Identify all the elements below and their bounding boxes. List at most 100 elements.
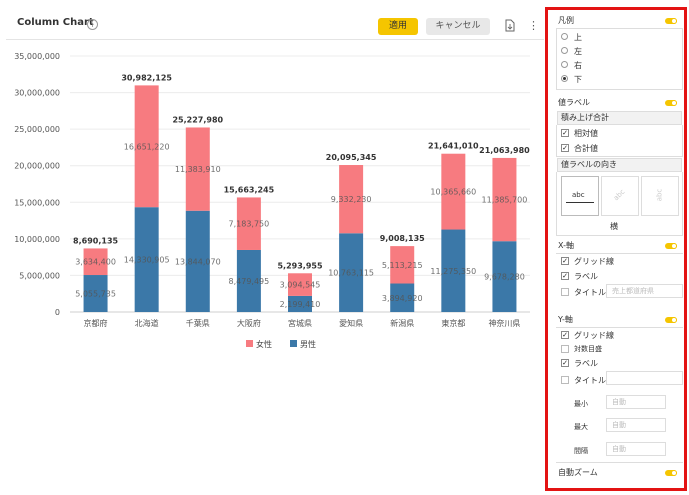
segment-value-label: 11,385,700 bbox=[482, 196, 528, 205]
radio-top-label: 上 bbox=[574, 33, 582, 42]
y-labels-label: ラベル bbox=[574, 359, 598, 368]
info-icon[interactable]: i bbox=[87, 19, 98, 30]
y-title-input[interactable] bbox=[606, 371, 683, 385]
cancel-button[interactable]: キャンセル bbox=[426, 18, 490, 35]
x-tick-label: 東京都 bbox=[441, 318, 465, 328]
y-axis-section-label: Y-軸 bbox=[558, 315, 573, 324]
total-value-label: 15,663,245 bbox=[224, 185, 275, 194]
total-value-checkbox[interactable]: ✓ bbox=[561, 144, 569, 152]
bar-segment-female bbox=[185, 127, 210, 211]
bar-segment-male bbox=[390, 283, 415, 312]
value-label-toggle[interactable] bbox=[665, 100, 677, 106]
segment-value-label: 9,678,280 bbox=[484, 273, 525, 282]
auto-zoom-toggle[interactable] bbox=[665, 470, 677, 476]
y-tick-label: 30,000,000 bbox=[14, 89, 60, 98]
y-interval-label: 間隔 bbox=[574, 447, 588, 455]
segment-value-label: 11,275,350 bbox=[430, 267, 476, 276]
y-title-checkbox[interactable] bbox=[561, 376, 569, 384]
y-log-scale-checkbox[interactable] bbox=[561, 345, 569, 353]
y-axis-toggle[interactable] bbox=[665, 317, 677, 323]
x-title-input[interactable]: 売上都道府県 bbox=[606, 284, 683, 298]
apply-button[interactable]: 適用 bbox=[378, 18, 418, 35]
auto-zoom-row: 自動ズーム bbox=[548, 466, 684, 480]
legend-toggle[interactable] bbox=[665, 18, 677, 24]
bar-segment-male bbox=[339, 233, 364, 312]
value-label-section-label: 値ラベル bbox=[558, 98, 590, 107]
segment-value-label: 3,894,920 bbox=[382, 294, 423, 303]
y-tick-label: 15,000,000 bbox=[14, 198, 60, 207]
y-axis-divider bbox=[556, 327, 683, 328]
segment-value-label: 2,199,410 bbox=[280, 300, 321, 309]
bar-segment-female bbox=[390, 246, 415, 284]
x-tick-label: 千葉県 bbox=[186, 318, 210, 328]
radio-bottom-label: 下 bbox=[574, 75, 582, 84]
stack-total-heading: 積み上げ合計 bbox=[557, 111, 682, 125]
x-tick-label: 北海道 bbox=[135, 318, 159, 328]
y-tick-label: 35,000,000 bbox=[14, 52, 60, 61]
chart-title: Column Chart bbox=[17, 17, 94, 28]
legend-swatch-female bbox=[246, 340, 253, 347]
x-axis-section-header: X-軸 bbox=[548, 239, 684, 253]
segment-value-label: 10,365,660 bbox=[430, 188, 476, 197]
bar-segment-female bbox=[441, 153, 466, 230]
y-interval-input[interactable]: 自動 bbox=[606, 442, 666, 456]
radio-left[interactable] bbox=[561, 47, 568, 54]
stack-total-box: ✓ 相対値 ✓ 合計値 bbox=[556, 125, 683, 157]
x-gridlines-checkbox[interactable]: ✓ bbox=[561, 257, 569, 265]
segment-value-label: 7,183,750 bbox=[229, 220, 270, 229]
total-value-label: 21,063,980 bbox=[479, 146, 530, 155]
y-gridlines-checkbox[interactable]: ✓ bbox=[561, 331, 569, 339]
radio-bottom[interactable] bbox=[561, 75, 568, 82]
segment-value-label: 11,383,910 bbox=[175, 165, 221, 174]
export-icon[interactable] bbox=[505, 19, 515, 32]
header-divider bbox=[6, 39, 544, 40]
y-max-input[interactable]: 自動 bbox=[606, 418, 666, 432]
settings-panel: 凡例 上 左 右 下 値ラベル 積み上げ合計 ✓ 相対値 ✓ 合計値 値ラベルの… bbox=[545, 7, 687, 491]
y-max-label: 最大 bbox=[574, 423, 588, 431]
radio-top[interactable] bbox=[561, 33, 568, 40]
total-value-label: 20,095,345 bbox=[326, 153, 377, 162]
x-tick-label: 新潟県 bbox=[390, 318, 414, 328]
segment-value-label: 9,332,230 bbox=[331, 195, 372, 204]
kebab-icon[interactable]: ⋮ bbox=[528, 19, 539, 32]
orientation-horizontal-option[interactable]: abc bbox=[561, 176, 599, 216]
radio-right[interactable] bbox=[561, 61, 568, 68]
legend-label-male: 男性 bbox=[300, 339, 316, 349]
bar-segment-male bbox=[441, 229, 466, 312]
bar-segment-male bbox=[83, 275, 108, 312]
orientation-vertical-option[interactable]: abc bbox=[641, 176, 679, 216]
x-tick-label: 愛知県 bbox=[339, 318, 363, 328]
orientation-diagonal-option[interactable]: abc bbox=[601, 176, 639, 216]
legend-swatch-male bbox=[290, 340, 297, 347]
total-value-label: 9,008,135 bbox=[380, 234, 425, 243]
legend-label-female: 女性 bbox=[256, 339, 272, 349]
relative-value-label: 相対値 bbox=[574, 129, 598, 138]
segment-value-label: 10,763,115 bbox=[328, 269, 374, 278]
x-title-checkbox[interactable] bbox=[561, 288, 569, 296]
y-min-input[interactable]: 自動 bbox=[606, 395, 666, 409]
radio-left-label: 左 bbox=[574, 47, 582, 56]
x-tick-label: 大阪府 bbox=[237, 318, 261, 328]
y-labels-checkbox[interactable]: ✓ bbox=[561, 359, 569, 367]
y-tick-label: 5,000,000 bbox=[19, 271, 60, 280]
legend-section-label: 凡例 bbox=[558, 16, 574, 25]
x-tick-label: 神奈川県 bbox=[488, 318, 520, 328]
orientation-heading: 値ラベルの向き bbox=[557, 158, 682, 172]
x-gridlines-label: グリッド線 bbox=[574, 257, 614, 266]
y-tick-label: 20,000,000 bbox=[14, 162, 60, 171]
x-tick-label: 京都府 bbox=[84, 318, 108, 328]
total-value-label: 21,641,010 bbox=[428, 142, 479, 151]
x-axis-section-label: X-軸 bbox=[558, 241, 574, 250]
orientation-sample-horizontal: abc bbox=[572, 191, 585, 199]
y-min-label: 最小 bbox=[574, 400, 588, 408]
y-tick-label: 10,000,000 bbox=[14, 235, 60, 244]
x-labels-checkbox[interactable]: ✓ bbox=[561, 272, 569, 280]
y-tick-label: 0 bbox=[55, 308, 60, 317]
bar-segment-male bbox=[492, 241, 517, 312]
x-axis-divider bbox=[556, 253, 683, 254]
bar-segment-female bbox=[236, 197, 261, 250]
relative-value-checkbox[interactable]: ✓ bbox=[561, 129, 569, 137]
x-axis-toggle[interactable] bbox=[665, 243, 677, 249]
total-value-label: 合計値 bbox=[574, 144, 598, 153]
total-value-label: 30,982,125 bbox=[121, 73, 172, 82]
